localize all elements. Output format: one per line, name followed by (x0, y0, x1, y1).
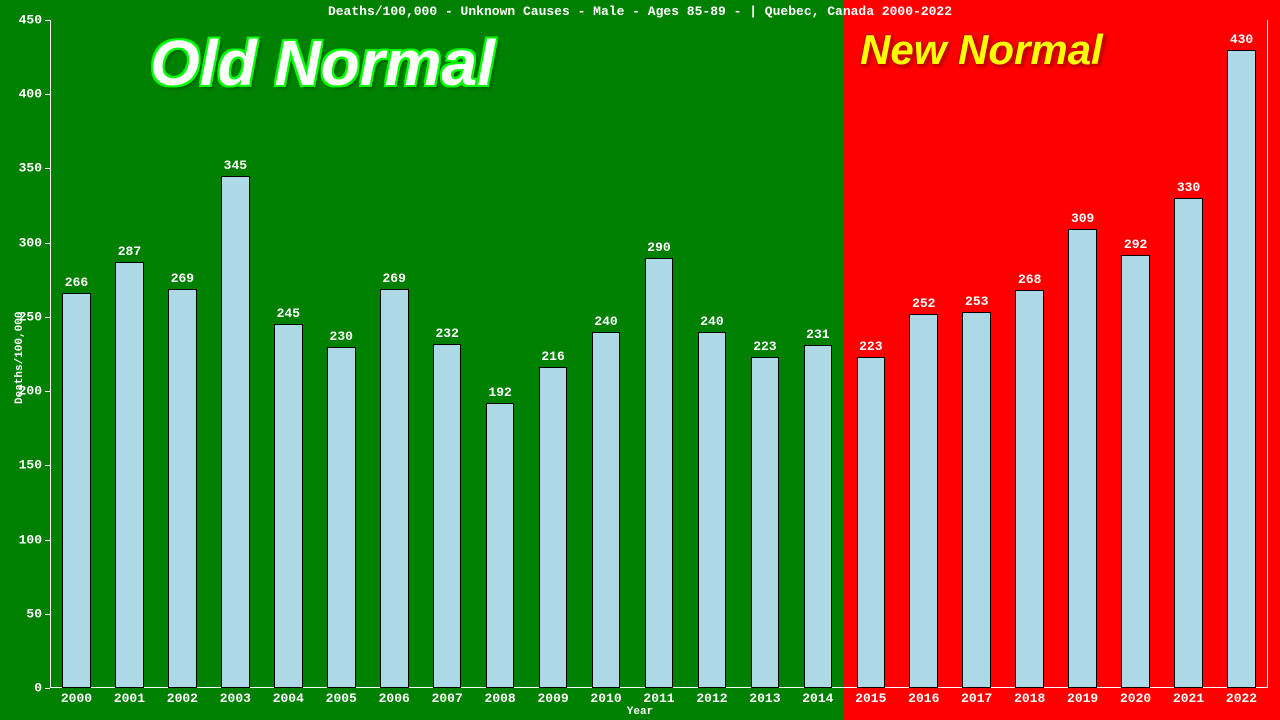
bar-value-label: 223 (753, 339, 776, 354)
bar-value-label: 192 (488, 385, 511, 400)
x-tick-label: 2010 (590, 691, 621, 706)
x-tick-label: 2014 (802, 691, 833, 706)
bar (486, 403, 515, 688)
bar (62, 293, 91, 688)
bar (1121, 255, 1150, 688)
y-tick-label: 100 (10, 532, 42, 547)
bar (592, 332, 621, 688)
bar (1068, 229, 1097, 688)
bar-value-label: 345 (224, 158, 247, 173)
x-tick-label: 2009 (537, 691, 568, 706)
x-tick-label: 2015 (855, 691, 886, 706)
x-tick-label: 2000 (61, 691, 92, 706)
bar-value-label: 287 (118, 244, 141, 259)
bar (1174, 198, 1203, 688)
bar-value-label: 253 (965, 294, 988, 309)
x-axis-label: Year (0, 706, 1280, 718)
bar-value-label: 216 (541, 349, 564, 364)
bar (274, 324, 303, 688)
y-axis-line (50, 20, 51, 688)
y-tick-label: 0 (10, 681, 42, 696)
bar (168, 289, 197, 688)
bar-value-label: 290 (647, 240, 670, 255)
x-tick-label: 2007 (432, 691, 463, 706)
bar (539, 367, 568, 688)
x-tick-label: 2017 (961, 691, 992, 706)
y-tick-mark (45, 540, 50, 541)
overlay-old-normal: Old Normal (150, 26, 495, 100)
x-tick-label: 2006 (379, 691, 410, 706)
chart-container: Deaths/100,000 - Unknown Causes - Male -… (0, 0, 1280, 720)
y-tick-mark (45, 94, 50, 95)
y-tick-mark (45, 391, 50, 392)
x-tick-label: 2019 (1067, 691, 1098, 706)
bar (857, 357, 886, 688)
bar-value-label: 268 (1018, 272, 1041, 287)
bar-value-label: 245 (277, 306, 300, 321)
x-tick-label: 2016 (908, 691, 939, 706)
chart-title: Deaths/100,000 - Unknown Causes - Male -… (0, 4, 1280, 19)
bar-value-label: 309 (1071, 211, 1094, 226)
x-tick-label: 2002 (167, 691, 198, 706)
bar-value-label: 231 (806, 327, 829, 342)
bar (115, 262, 144, 688)
bar (751, 357, 780, 688)
x-tick-label: 2022 (1226, 691, 1257, 706)
y-tick-label: 200 (10, 384, 42, 399)
x-tick-label: 2001 (114, 691, 145, 706)
x-tick-label: 2020 (1120, 691, 1151, 706)
y-tick-label: 450 (10, 13, 42, 28)
y-tick-mark (45, 465, 50, 466)
x-tick-label: 2004 (273, 691, 304, 706)
y-tick-label: 300 (10, 235, 42, 250)
x-tick-label: 2005 (326, 691, 357, 706)
bar-value-label: 430 (1230, 32, 1253, 47)
y-tick-mark (45, 20, 50, 21)
bar-value-label: 240 (700, 314, 723, 329)
y-tick-mark (45, 317, 50, 318)
x-tick-label: 2018 (1014, 691, 1045, 706)
bar-value-label: 240 (594, 314, 617, 329)
bar-value-label: 269 (171, 271, 194, 286)
bar-value-label: 252 (912, 296, 935, 311)
bar (698, 332, 727, 688)
bar-value-label: 232 (435, 326, 458, 341)
bar (909, 314, 938, 688)
x-tick-label: 2013 (749, 691, 780, 706)
y-tick-mark (45, 688, 50, 689)
y-tick-mark (45, 168, 50, 169)
bar-value-label: 230 (330, 329, 353, 344)
x-tick-label: 2012 (696, 691, 727, 706)
bar-value-label: 266 (65, 275, 88, 290)
bar (433, 344, 462, 688)
y-axis-line-right (1267, 20, 1268, 688)
bar-value-label: 269 (383, 271, 406, 286)
y-tick-label: 250 (10, 309, 42, 324)
y-tick-label: 400 (10, 87, 42, 102)
bar-value-label: 223 (859, 339, 882, 354)
x-tick-label: 2008 (485, 691, 516, 706)
x-tick-label: 2021 (1173, 691, 1204, 706)
y-tick-mark (45, 614, 50, 615)
y-tick-mark (45, 243, 50, 244)
bar (1227, 50, 1256, 688)
y-tick-label: 150 (10, 458, 42, 473)
plot-area (50, 20, 1268, 688)
bar (1015, 290, 1044, 688)
bar-value-label: 292 (1124, 237, 1147, 252)
x-tick-label: 2011 (643, 691, 674, 706)
bar (645, 258, 674, 688)
bar (804, 345, 833, 688)
x-tick-label: 2003 (220, 691, 251, 706)
y-tick-label: 50 (10, 606, 42, 621)
bar (327, 347, 356, 688)
bar (221, 176, 250, 688)
y-tick-label: 350 (10, 161, 42, 176)
overlay-new-normal: New Normal (860, 26, 1103, 74)
bar (962, 312, 991, 688)
bar (380, 289, 409, 688)
bar-value-label: 330 (1177, 180, 1200, 195)
